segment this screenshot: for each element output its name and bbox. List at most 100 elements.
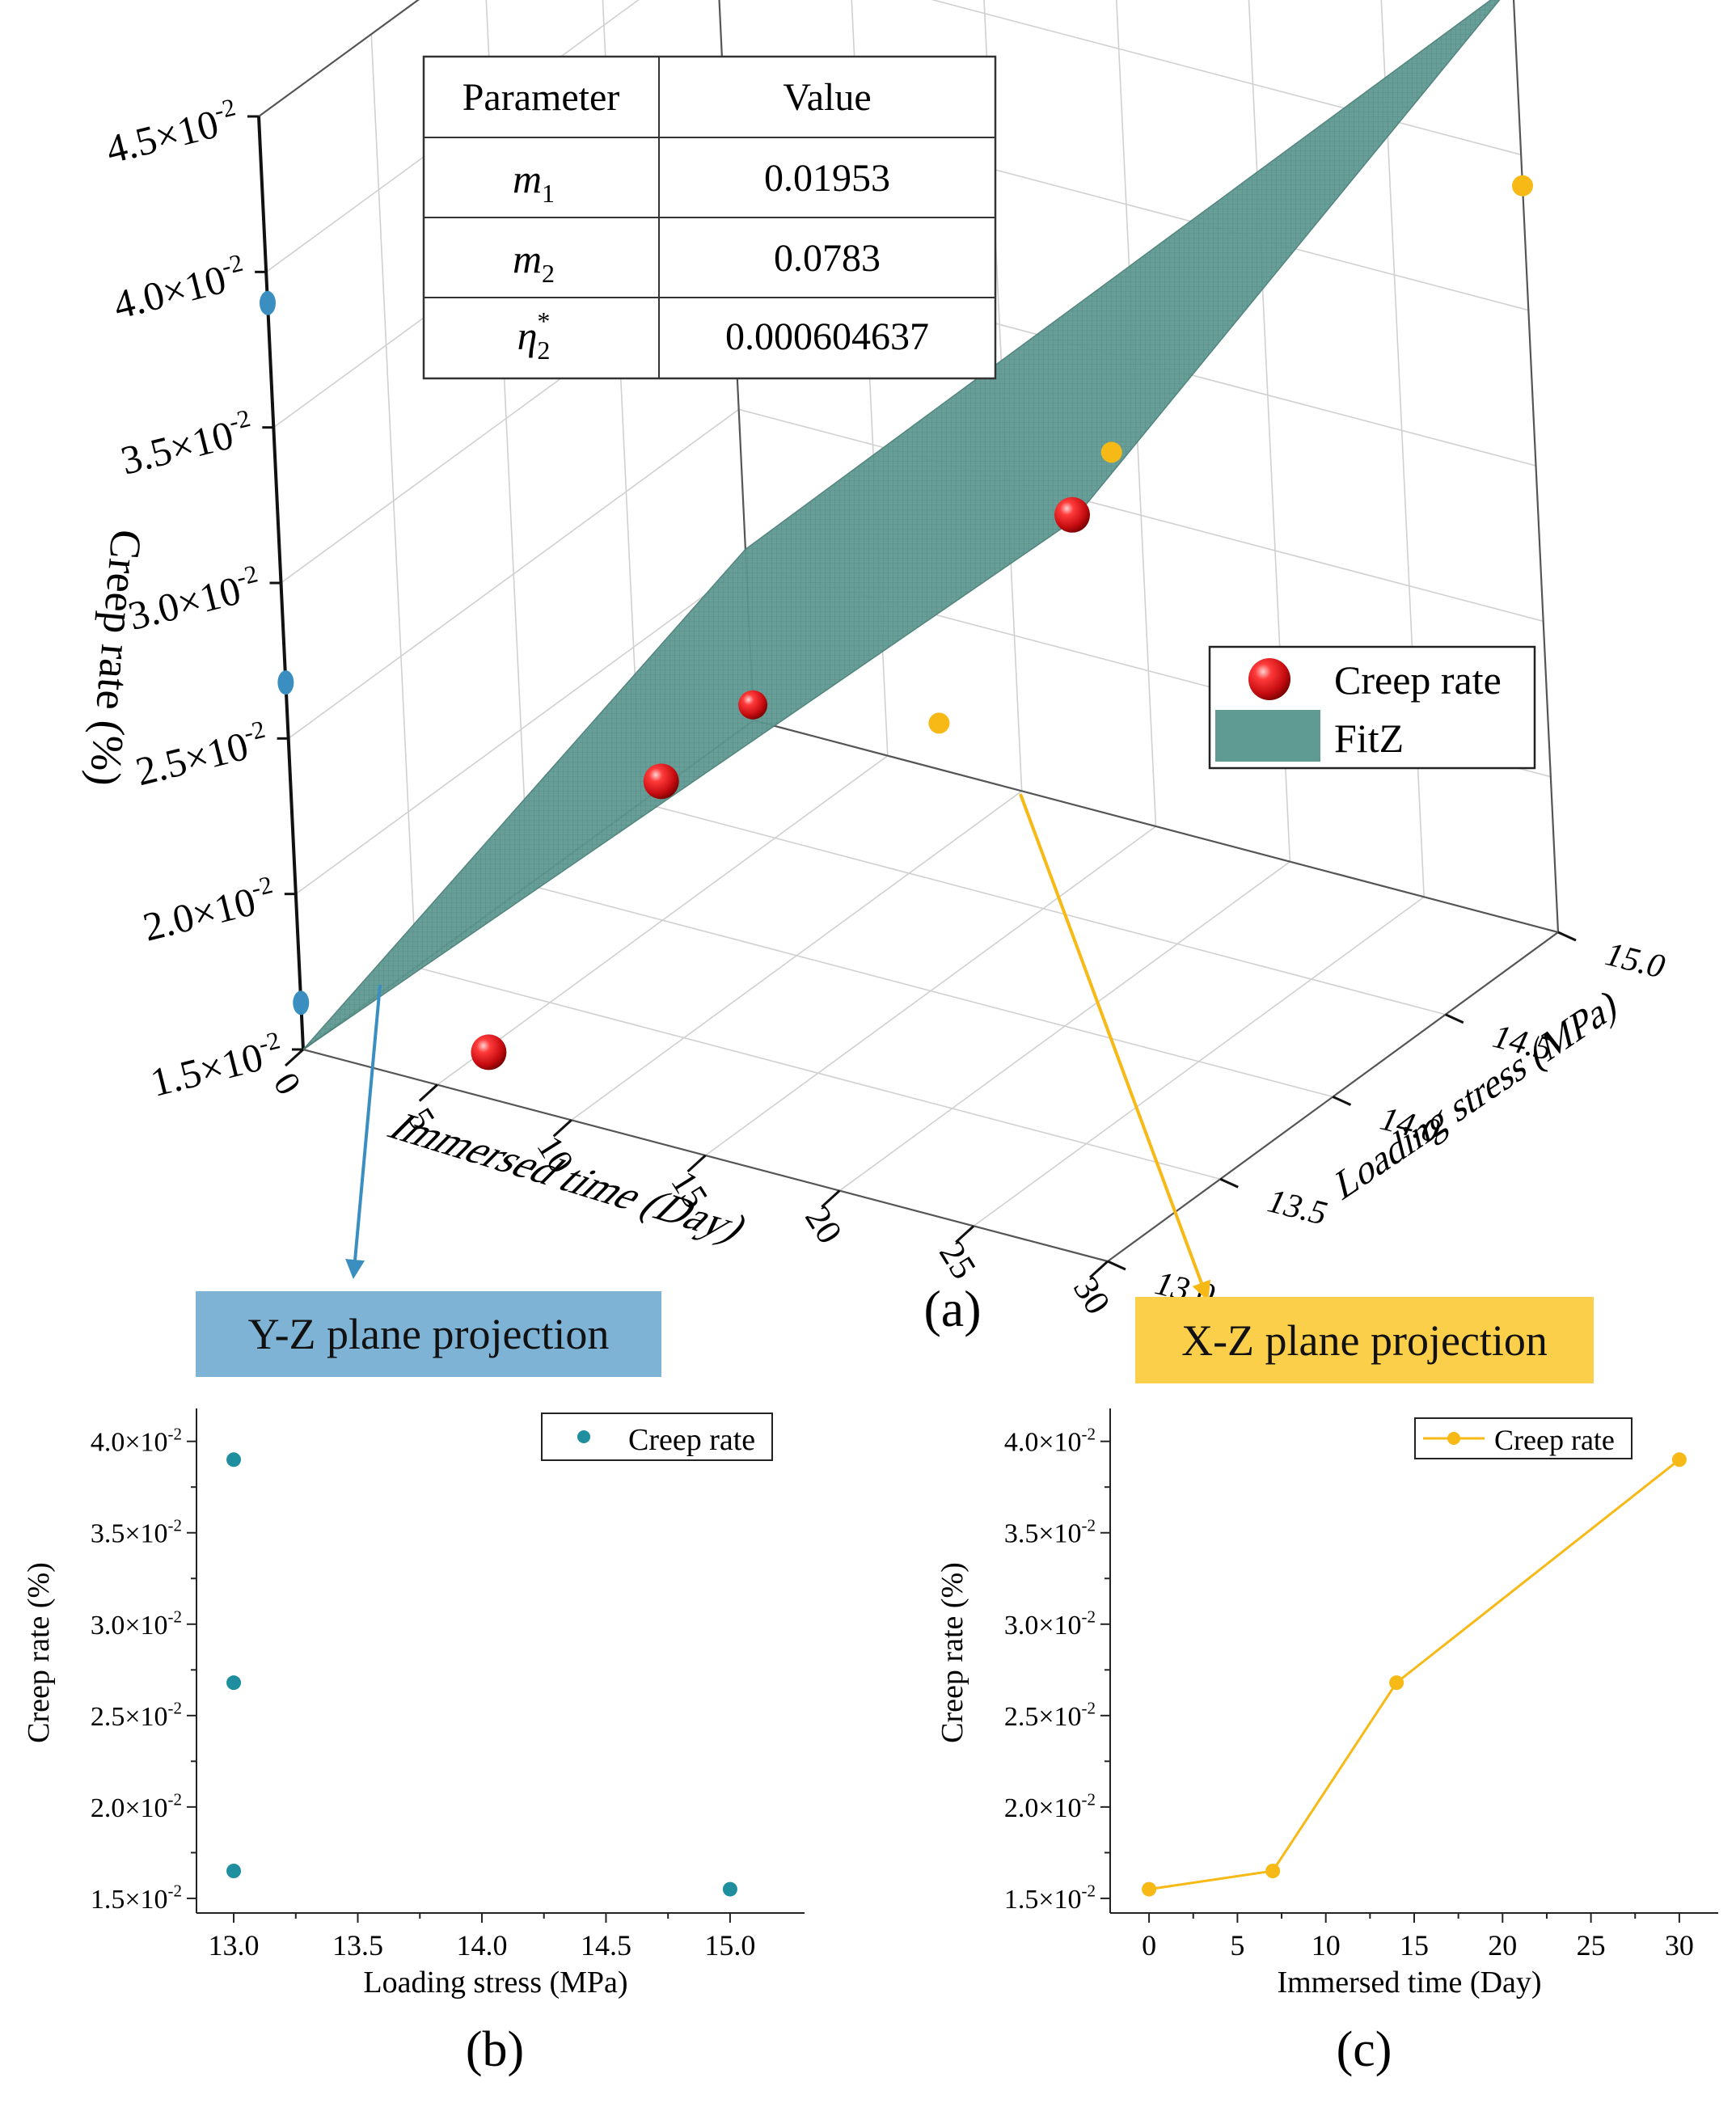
y-tick-label: 3.5×10-2 [1004,1515,1096,1548]
y-tick-label: 2.5×10-2 [91,1699,182,1732]
x-tick-label: 25 [931,1235,984,1286]
panel-b-yz-projection: 1.5×10-2 2.0×10-2 2.5×10-2 3.0×10-2 3.5×10-2… [22,1408,805,2077]
x-tick-label: 25 [1577,1929,1606,1962]
x-tick-label: 14.0 [456,1929,507,1962]
panel-b-legend-label: Creep rate [628,1423,755,1457]
x-tick-label: 0 [1142,1929,1156,1962]
z-tick-label: 2.0×10-2 [137,870,280,950]
data-point [226,1452,242,1467]
panel-b-label: (b) [466,2022,524,2077]
legend-fitz-swatch [1215,710,1320,762]
panel-c-ylabel: Creep rate (%) [936,1562,969,1743]
table-param-m1: m1 [513,156,555,208]
y-tick-mark [1445,1013,1464,1024]
x-tick-label: 5 [1230,1929,1244,1962]
y-tick-mark [1557,931,1577,942]
series-line [1148,1459,1680,1891]
y-tick-label: 4.0×10-2 [91,1424,182,1457]
yz-plane-banner: Y-Z plane projection [196,1291,661,1377]
yz-projection-point [260,290,276,315]
y-tick-mark [1107,1260,1126,1271]
fit-surface [302,0,1501,1050]
x-tick-label: 14.5 [581,1929,631,1962]
x-tick-label: 0 [266,1066,309,1102]
z-tick-label: 4.5×10-2 [101,92,243,172]
panel-a-legend: Creep rate FitZ [1208,645,1536,770]
x-tick-label: 20 [1488,1929,1517,1962]
data-point [1389,1675,1404,1691]
x-tick-label: 10 [1312,1929,1341,1962]
table-value-m2: 0.0783 [774,237,881,280]
data-point [226,1675,242,1691]
table-header-value: Value [783,76,871,119]
panel-a-ylabel: Loading stress (MPa) [1333,978,1620,1210]
creep-rate-point [1054,496,1090,533]
x-tick-mark [821,1189,841,1208]
table-value-m1: 0.01953 [764,157,890,200]
legend-creep-rate-label: Creep rate [1334,657,1502,703]
y-tick-label: 2.0×10-2 [1004,1790,1096,1823]
y-tick-mark [1219,1177,1239,1189]
panel-a-label: (a) [923,1280,981,1337]
frame-edge [1512,0,1560,933]
panel-b-legend-marker [577,1430,590,1443]
panel-b-xlabel: Loading stress (MPa) [363,1966,627,2000]
creep-rate-point [643,763,679,800]
y-tick-label: 13.5 [1264,1182,1330,1232]
x-tick-label: 13.5 [332,1929,383,1962]
panel-c-xz-projection: 1.5×10-2 2.0×10-2 2.5×10-2 3.0×10-2 3.5×10-2… [936,1408,1718,2077]
table-param-eta2: η2* [517,306,551,365]
creep-rate-points-3d [471,496,1090,1071]
y-tick-label: 3.0×10-2 [91,1607,182,1641]
panel-c-line-series [1142,1452,1687,1897]
panel-c-legend-marker [1447,1432,1460,1445]
x-tick-mark [955,1225,975,1244]
x-tick-label: 15.0 [704,1929,755,1962]
z-tick-label: 1.5×10-2 [146,1025,288,1105]
y-tick-label: 3.5×10-2 [91,1515,182,1548]
xz-projection-point [1512,175,1533,196]
z-tick-label: 3.5×10-2 [116,403,258,484]
legend-creep-rate-marker [1248,658,1290,700]
panel-a-3d-chart: 1.5×10-22.0×10-22.5×10-23.0×10-23.5×10-2… [80,0,1668,1337]
back-wall-grid-line [738,408,1544,623]
x-tick-label: 15 [1400,1929,1429,1962]
x-tick-mark [1088,1260,1109,1279]
x-tick-label: 13.0 [209,1929,260,1962]
data-point [722,1881,737,1897]
floor-grid-line [640,801,1446,1016]
left-wall-grid-line [295,564,747,895]
xz-projection-arrow [1019,793,1211,1302]
y-tick-label: 2.5×10-2 [1004,1699,1096,1732]
y-tick-label: 15.0 [1602,935,1668,986]
panel-b-legend: Creep rate [541,1413,773,1461]
panel-c-legend: Creep rate [1414,1417,1633,1459]
x-tick-mark [686,1154,707,1173]
xz-projection-point [928,712,950,734]
y-tick-label: 2.0×10-2 [91,1790,182,1823]
creep-rate-point [471,1034,507,1071]
parameter-table: Parameter Value m1 0.01953 m2 0.0783 η2*… [422,55,997,380]
panel-c-legend-label: Creep rate [1494,1424,1615,1456]
z-tick-label: 2.5×10-2 [130,715,272,795]
xz-plane-banner: X-Z plane projection [1135,1297,1594,1383]
left-wall-grid-line [288,408,740,739]
panel-b-ylabel: Creep rate (%) [22,1562,56,1743]
xz-projection-point [1100,441,1122,463]
x-tick-mark [418,1083,438,1102]
yz-projection-point [293,990,310,1016]
table-param-m2: m2 [513,236,555,288]
x-tick-mark [552,1119,572,1138]
x-tick-label: 30 [1665,1929,1694,1962]
frame-edge [258,0,420,117]
panel-b-axes: 1.5×10-2 2.0×10-2 2.5×10-2 3.0×10-2 3.5×10-2… [91,1408,805,1962]
data-point [1671,1452,1687,1467]
y-tick-label: 3.0×10-2 [1004,1607,1096,1641]
data-point [1142,1881,1157,1897]
panel-c-axes: 1.5×10-2 2.0×10-2 2.5×10-2 3.0×10-2 3.5×10-2… [1004,1408,1718,1962]
floor-grid-line [416,966,1221,1180]
y-tick-label: 1.5×10-2 [1004,1881,1096,1915]
panel-c-label: (c) [1337,2022,1392,2077]
yz-projection-arrow [345,984,382,1279]
creep-rate-point [738,690,768,720]
